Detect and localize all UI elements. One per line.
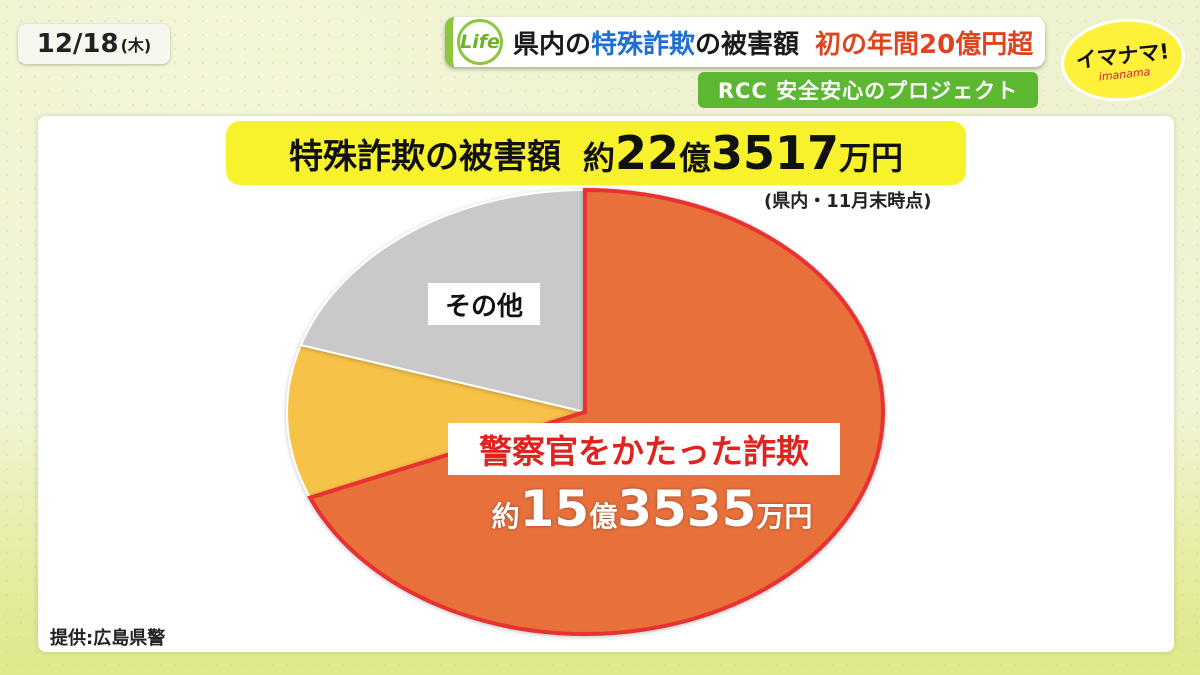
chart-title: 特殊詐欺の被害額 約22億3517万円 — [226, 121, 966, 185]
amount-oku-unit: 億 — [589, 500, 618, 533]
slice-label-other: その他 — [428, 283, 540, 325]
slice-amount-police: 約 15 億 3535 万円 — [462, 480, 842, 550]
data-source: 提供:広島県警 — [50, 628, 166, 649]
total-prefix: 約 — [582, 139, 615, 177]
pie-slice-yellow — [286, 343, 589, 499]
chart-title-main: 特殊詐欺の被害額 — [288, 136, 561, 177]
headline-part-b: 特殊詐欺 — [591, 29, 696, 60]
total-oku: 22 — [614, 126, 679, 180]
total-man-unit: 万円 — [839, 139, 904, 177]
life-logo-icon: Life — [457, 19, 503, 65]
headline-part-c: の被害額 — [695, 29, 800, 60]
headline-text: 県内の特殊詐欺の被害額 初の年間20億円超 — [513, 24, 1033, 61]
date-text: 12/18 — [36, 29, 119, 59]
amount-man-unit: 万円 — [756, 500, 813, 533]
headline-part-a: 県内の — [513, 29, 592, 60]
headline-banner: Life 県内の特殊詐欺の被害額 初の年間20億円超 — [445, 17, 1045, 67]
chart-note: (県内・11月末時点) — [764, 191, 932, 212]
project-subtitle: RCC 安全安心のプロジェクト — [698, 72, 1038, 108]
amount-oku: 15 — [519, 480, 590, 538]
amount-prefix: 約 — [491, 500, 520, 533]
chart-title-total: 約22億3517万円 — [583, 126, 903, 180]
total-oku-unit: 億 — [678, 139, 711, 177]
total-man: 3517 — [711, 126, 840, 180]
amount-man: 3535 — [617, 480, 757, 538]
slice-label-police: 警察官をかたった詐欺 — [448, 423, 840, 475]
headline-part-d: 初の年間20億円超 — [815, 29, 1034, 60]
date-display: 12/18 (木) — [18, 24, 170, 64]
weekday-text: (木) — [120, 36, 152, 55]
pie-slice-police — [307, 187, 885, 636]
